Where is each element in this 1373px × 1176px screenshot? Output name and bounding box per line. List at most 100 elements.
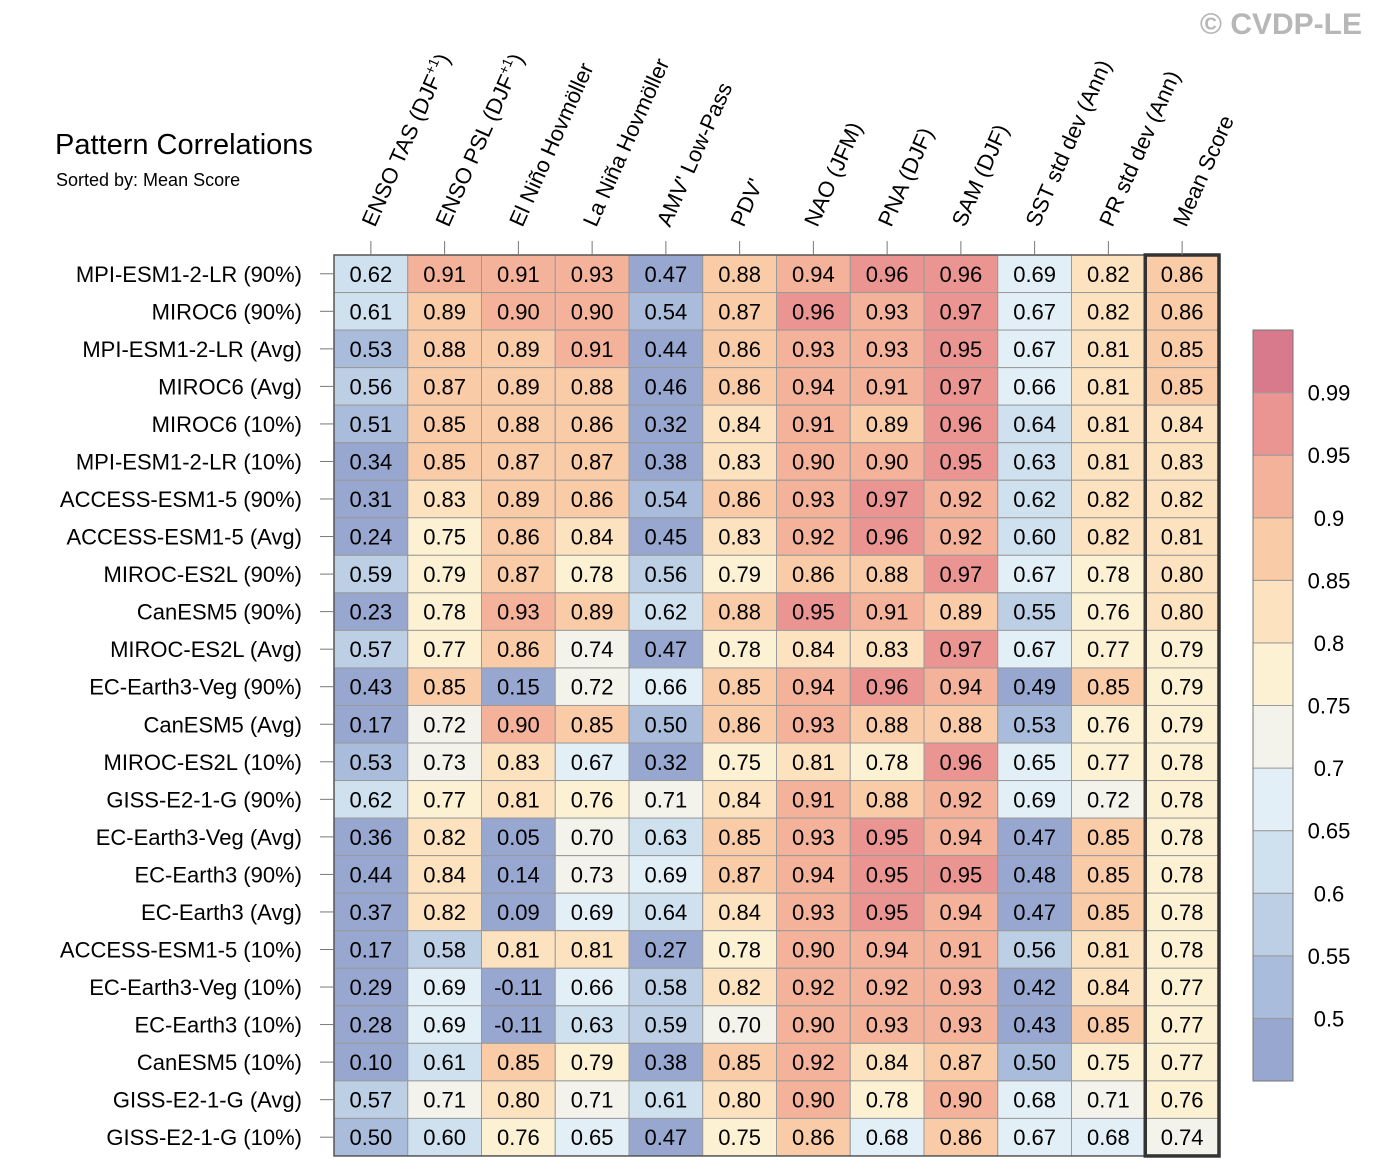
cell-value: 0.36 [349, 825, 392, 850]
cell-value: 0.62 [349, 262, 392, 287]
cell-value: 0.84 [571, 525, 614, 550]
cell-value: 0.95 [792, 600, 835, 625]
heatmap-cell [554, 967, 630, 1007]
cell-value: 0.89 [571, 600, 614, 625]
cell-value: 0.29 [349, 975, 392, 1000]
cell-value: -0.11 [494, 975, 543, 1000]
cell-value: 0.90 [497, 712, 540, 737]
heatmap-cell [628, 292, 704, 331]
cell-value: 0.78 [1161, 900, 1204, 925]
cell-value: 0.88 [718, 600, 761, 625]
heatmap-cell [1071, 517, 1146, 556]
cell-value: 0.96 [792, 299, 835, 324]
heatmap-cell [776, 479, 851, 519]
heatmap-cell [702, 479, 777, 519]
cell-value: 0.96 [939, 262, 982, 287]
heatmap-cell [333, 479, 409, 519]
cell-value: 0.75 [718, 750, 761, 775]
cell-value: 0.80 [497, 1088, 540, 1113]
heatmap-cell [628, 1080, 704, 1119]
heatmap-cell [702, 254, 777, 294]
cell-value: 0.78 [1161, 750, 1204, 775]
cell-value: 0.55 [1013, 600, 1056, 625]
cell-value: 0.89 [939, 600, 982, 625]
heatmap-cell [333, 517, 409, 556]
heatmap-cell [407, 404, 482, 444]
heatmap-cell [554, 442, 630, 481]
cell-value: 0.86 [792, 1125, 835, 1150]
cell-value: 0.57 [349, 1088, 392, 1113]
cell-value: 0.72 [1087, 787, 1130, 812]
cell-value: 0.89 [497, 374, 540, 399]
cell-value: 0.78 [718, 937, 761, 962]
row-label: MPI-ESM1-2-LR (10%) [76, 449, 302, 474]
heatmap-cell [1071, 817, 1146, 857]
heatmap-cell [776, 404, 851, 444]
cell-value: 0.62 [349, 787, 392, 812]
row-label: MPI-ESM1-2-LR (Avg) [82, 337, 302, 362]
cell-value: 0.67 [1013, 299, 1056, 324]
cell-value: 0.47 [1013, 900, 1056, 925]
heatmap-cell [1144, 254, 1220, 294]
cell-value: 0.89 [423, 299, 466, 324]
cell-value: 0.74 [571, 637, 614, 662]
cell-value: 0.67 [1013, 1125, 1056, 1150]
heatmap-cell [997, 292, 1072, 331]
cell-value: 0.77 [1161, 1013, 1204, 1038]
cell-value: 0.17 [349, 937, 392, 962]
colorbar-tick-label: 0.55 [1308, 944, 1351, 969]
row-label: EC-Earth3-Veg (90%) [89, 675, 302, 700]
cell-value: 0.82 [423, 825, 466, 850]
heatmap-cell [1071, 367, 1146, 406]
cell-value: 0.81 [1161, 525, 1204, 550]
colorbar-bin [1252, 955, 1294, 1019]
colorbar-tick-label: 0.75 [1308, 694, 1351, 719]
cell-value: 0.75 [718, 1125, 761, 1150]
heatmap-cell [481, 855, 556, 894]
heatmap-cell [702, 1117, 777, 1157]
heatmap-cell [702, 892, 777, 932]
colorbar-frame [1252, 329, 1294, 1082]
heatmap-cell [333, 367, 409, 406]
cell-value: 0.75 [423, 525, 466, 550]
heatmap-cell [628, 780, 704, 819]
heatmap-cell [554, 704, 630, 744]
cell-value: 0.82 [1161, 487, 1204, 512]
cell-value: 0.85 [1087, 675, 1130, 700]
heatmap-cell [1144, 592, 1220, 631]
cell-value: 0.88 [718, 262, 761, 287]
cell-value: 0.10 [349, 1050, 392, 1075]
cell-value: 0.92 [792, 525, 835, 550]
heatmap-cell [1144, 329, 1220, 369]
cell-value: 0.78 [866, 1088, 909, 1113]
heatmap-cell [849, 704, 925, 744]
heatmap-cell [702, 629, 777, 669]
colorbar-tick-label: 0.9 [1314, 506, 1345, 531]
heatmap-cell [1144, 517, 1220, 556]
cell-value: 0.87 [497, 449, 540, 474]
heatmap-cell [702, 930, 777, 969]
cell-value: 0.92 [939, 487, 982, 512]
heatmap-cell [554, 292, 630, 331]
row-label: CanESM5 (Avg) [143, 712, 302, 737]
cell-value: 0.86 [718, 712, 761, 737]
cell-value: 0.87 [718, 862, 761, 887]
heatmap-cell [702, 742, 777, 782]
cell-value: 0.61 [423, 1050, 466, 1075]
heatmap-cell [997, 780, 1072, 819]
heatmap-cell [923, 930, 999, 969]
cell-value: 0.93 [866, 299, 909, 324]
cell-value: 0.44 [644, 337, 687, 362]
heatmap-cell [554, 1042, 630, 1082]
row-label: MIROC-ES2L (10%) [104, 750, 302, 775]
cell-value: 0.78 [1161, 825, 1204, 850]
heatmap-cell [1144, 554, 1220, 594]
cell-value: 0.86 [718, 374, 761, 399]
heatmap-cell [997, 667, 1072, 706]
heatmap-cell [481, 517, 556, 556]
heatmap-cell [923, 292, 999, 331]
cell-value: 0.77 [1087, 750, 1130, 775]
colorbar-tick-label: 0.7 [1314, 756, 1345, 781]
row-label: EC-Earth3-Veg (10%) [89, 975, 302, 1000]
heatmap-cell [333, 554, 409, 594]
